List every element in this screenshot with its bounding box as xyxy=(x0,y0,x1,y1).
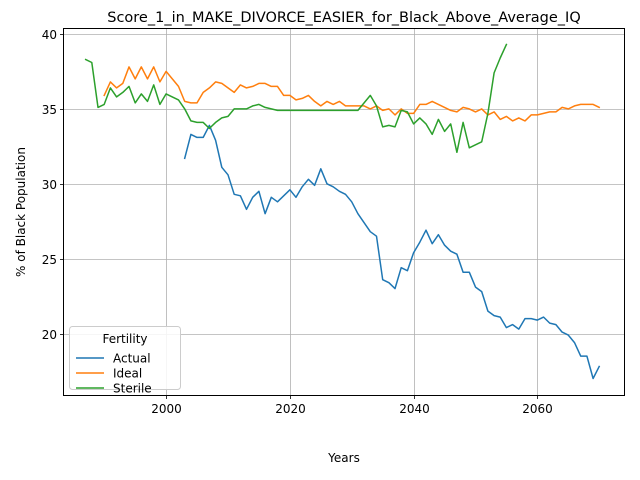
chart-title: Score_1_in_MAKE_DIVORCE_EASIER_for_Black… xyxy=(107,10,581,26)
y-tick-label: 25 xyxy=(42,253,57,267)
legend-label-actual: Actual xyxy=(113,352,151,366)
y-axis-label: % of Black Population xyxy=(14,147,28,277)
series-line-sterile xyxy=(84,43,508,154)
legend-label-sterile: Sterile xyxy=(113,382,152,396)
x-tick-label: 2020 xyxy=(275,402,306,416)
legend-label-ideal: Ideal xyxy=(113,367,142,381)
x-tick-label: 2040 xyxy=(399,402,430,416)
y-axis-ticks: 20 25 30 35 40 xyxy=(42,28,64,342)
x-tick-label: 2060 xyxy=(522,402,553,416)
y-tick-label: 20 xyxy=(42,328,57,342)
y-tick-label: 35 xyxy=(42,103,57,117)
series-line-actual xyxy=(183,124,601,380)
y-tick-label: 30 xyxy=(42,178,57,192)
series-lines xyxy=(84,43,601,380)
legend-title: Fertility xyxy=(102,332,147,346)
grid xyxy=(64,28,624,395)
x-tick-label: 2000 xyxy=(151,402,182,416)
series-line-ideal xyxy=(103,66,601,122)
y-tick-label: 40 xyxy=(42,28,57,42)
plot-frame xyxy=(63,28,625,396)
x-axis-label: Years xyxy=(327,451,360,465)
x-axis-ticks: 2000 2020 2040 2060 xyxy=(151,395,553,416)
